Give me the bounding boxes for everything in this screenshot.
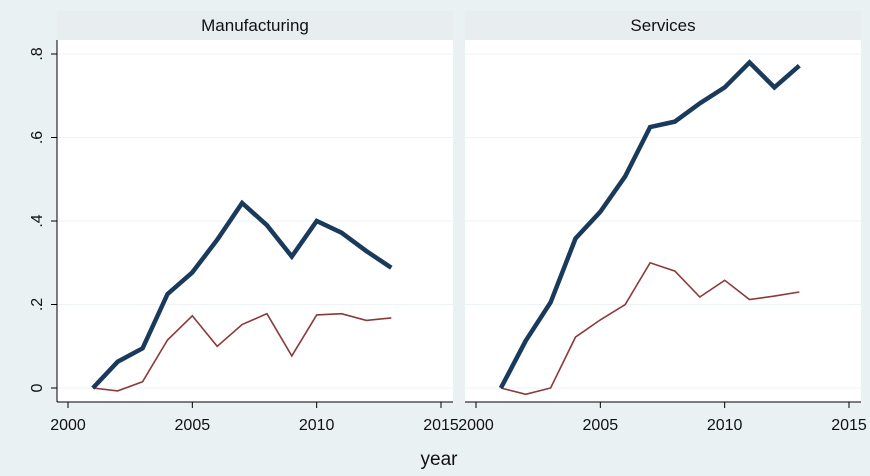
panel-strip	[465, 11, 861, 40]
series-line-2	[500, 261, 800, 396]
y-tick-label: .6	[29, 131, 46, 144]
y-tick-label: 0	[29, 383, 46, 392]
x-tick-label: 2000	[458, 417, 494, 434]
x-tick-label: 2010	[299, 417, 335, 434]
y-tick-label: .2	[29, 298, 46, 311]
x-tick-label: 2000	[50, 417, 86, 434]
x-tick-label: 2010	[707, 417, 743, 434]
series-line-1	[498, 59, 801, 390]
y-tick-label: .4	[29, 214, 46, 227]
x-tick-label: 2005	[175, 417, 211, 434]
panel-strip	[57, 11, 453, 40]
panel-0: Manufacturing 2000 2005 2010 2015	[50, 11, 459, 434]
x-axis-title: year	[421, 449, 459, 470]
series-line-2	[92, 312, 392, 392]
x-tick-label: 2005	[583, 417, 619, 434]
panel-title: Manufacturing	[201, 16, 309, 35]
x-tick-label: 2015	[831, 417, 867, 434]
x-tick-label: 2015	[423, 417, 459, 434]
panel-title: Services	[630, 16, 695, 35]
panels-layer: Manufacturing 2000 2005 2010 2015 Services 200…	[50, 11, 867, 434]
panel-1: Services 2000 2005 2010 2015	[458, 11, 867, 434]
y-tick-layer: 0 .2 .4 .6 .8	[29, 40, 58, 402]
series-line-1	[91, 199, 393, 390]
y-tick-label: .8	[29, 47, 46, 60]
